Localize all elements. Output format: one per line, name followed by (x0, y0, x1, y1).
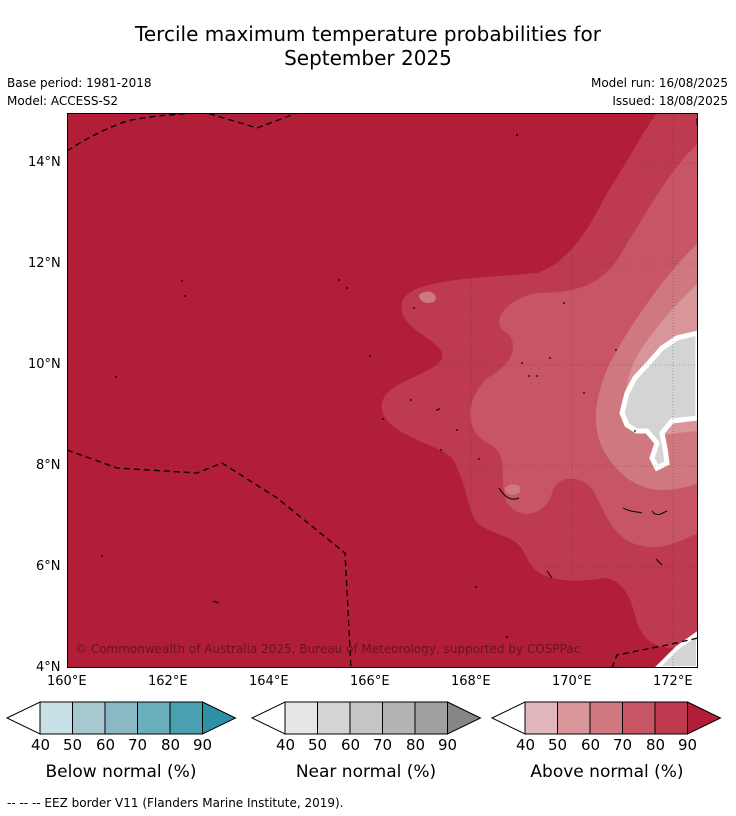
model-run: Model run: 16/08/2025 (590, 76, 728, 90)
colorbar-below-cell (137, 701, 171, 735)
model-name: Model: ACCESS-S2 (7, 94, 119, 108)
meta-left: Base period: 1981-2018 Model: ACCESS-S2 (7, 74, 152, 110)
cb-tick: 70 (613, 736, 633, 754)
lat-label: 10°N (28, 357, 61, 372)
colorbar-below-cell (104, 701, 138, 735)
title-line-1: Tercile maximum temperature probabilitie… (135, 22, 601, 46)
above-normal-label: Above normal (%) (530, 762, 684, 782)
colorbar-near-cell (317, 701, 351, 735)
cb-tick: 90 (193, 736, 213, 754)
cb-tick: 70 (128, 736, 148, 754)
colorbar-above-cell (524, 701, 558, 735)
footnote: -- -- -- EEZ border V11 (Flanders Marine… (7, 796, 344, 810)
cb-tick: 60 (96, 736, 116, 754)
colorbar-below-extend-high (202, 701, 237, 735)
patch-light-2 (505, 484, 521, 496)
colorbar-below-cell (72, 701, 106, 735)
patch-light (419, 291, 436, 303)
colorbar-above-extend-low (490, 701, 526, 735)
colorbar-above-cell (622, 701, 656, 735)
lat-label: 14°N (28, 155, 61, 170)
cb-tick: 80 (406, 736, 426, 754)
colorbar-below-cell (169, 701, 203, 735)
lat-label: 8°N (36, 458, 61, 473)
colorbar-below-cell (39, 701, 73, 735)
title-line-2: September 2025 (284, 46, 452, 70)
cb-tick: 40 (516, 736, 536, 754)
base-period: Base period: 1981-2018 (7, 76, 152, 90)
cb-tick: 50 (63, 736, 83, 754)
probability-map: © Commonwealth of Australia 2025, Bureau… (67, 113, 698, 668)
lat-label: 6°N (36, 559, 61, 574)
cb-tick: 40 (276, 736, 296, 754)
colorbar-near-cell (284, 701, 318, 735)
cb-tick: 40 (31, 736, 51, 754)
cb-tick: 50 (548, 736, 568, 754)
island-dots (101, 134, 636, 638)
colorbar-below-extend-low (5, 701, 41, 735)
lat-label: 12°N (28, 256, 61, 271)
lat-label: 4°N (36, 660, 61, 675)
colorbar-near (250, 701, 482, 735)
colorbar-below (5, 701, 237, 735)
lon-label: 172°E (653, 674, 693, 689)
colorbar-above-cell (654, 701, 688, 735)
cb-tick: 70 (373, 736, 393, 754)
colorbar-near-cell (349, 701, 383, 735)
colorbar-above-cell (557, 701, 591, 735)
meta-right: Model run: 16/08/2025 Issued: 18/08/2025 (591, 74, 728, 110)
cb-tick: 90 (438, 736, 458, 754)
colorbar-above-extend-high (687, 701, 722, 735)
near-normal-label: Near normal (%) (295, 762, 437, 782)
colorbar-near-extend-low (250, 701, 286, 735)
colorbars (5, 701, 722, 735)
colorbar-above-cell (589, 701, 623, 735)
colorbar-near-cell (414, 701, 448, 735)
below-normal-label: Below normal (%) (45, 762, 197, 782)
cb-tick: 60 (581, 736, 601, 754)
colorbar-above (490, 701, 722, 735)
lon-label: 170°E (552, 674, 592, 689)
zone-near-normal-corner (654, 630, 698, 668)
cb-tick: 80 (161, 736, 181, 754)
cb-tick: 90 (678, 736, 698, 754)
colorbar-near-cell (382, 701, 416, 735)
map-title: Tercile maximum temperature probabilitie… (0, 22, 736, 70)
colorbar-near-extend-high (447, 701, 482, 735)
lon-label: 160°E (47, 674, 87, 689)
cb-tick: 60 (341, 736, 361, 754)
cb-tick: 80 (646, 736, 666, 754)
lon-label: 162°E (148, 674, 188, 689)
lon-label: 166°E (350, 674, 390, 689)
lon-label: 164°E (249, 674, 289, 689)
gridlines (67, 113, 698, 668)
lon-label: 168°E (451, 674, 491, 689)
issued-date: Issued: 18/08/2025 (612, 94, 728, 108)
cb-tick: 50 (308, 736, 328, 754)
copyright-text: © Commonwealth of Australia 2025, Bureau… (75, 642, 580, 656)
